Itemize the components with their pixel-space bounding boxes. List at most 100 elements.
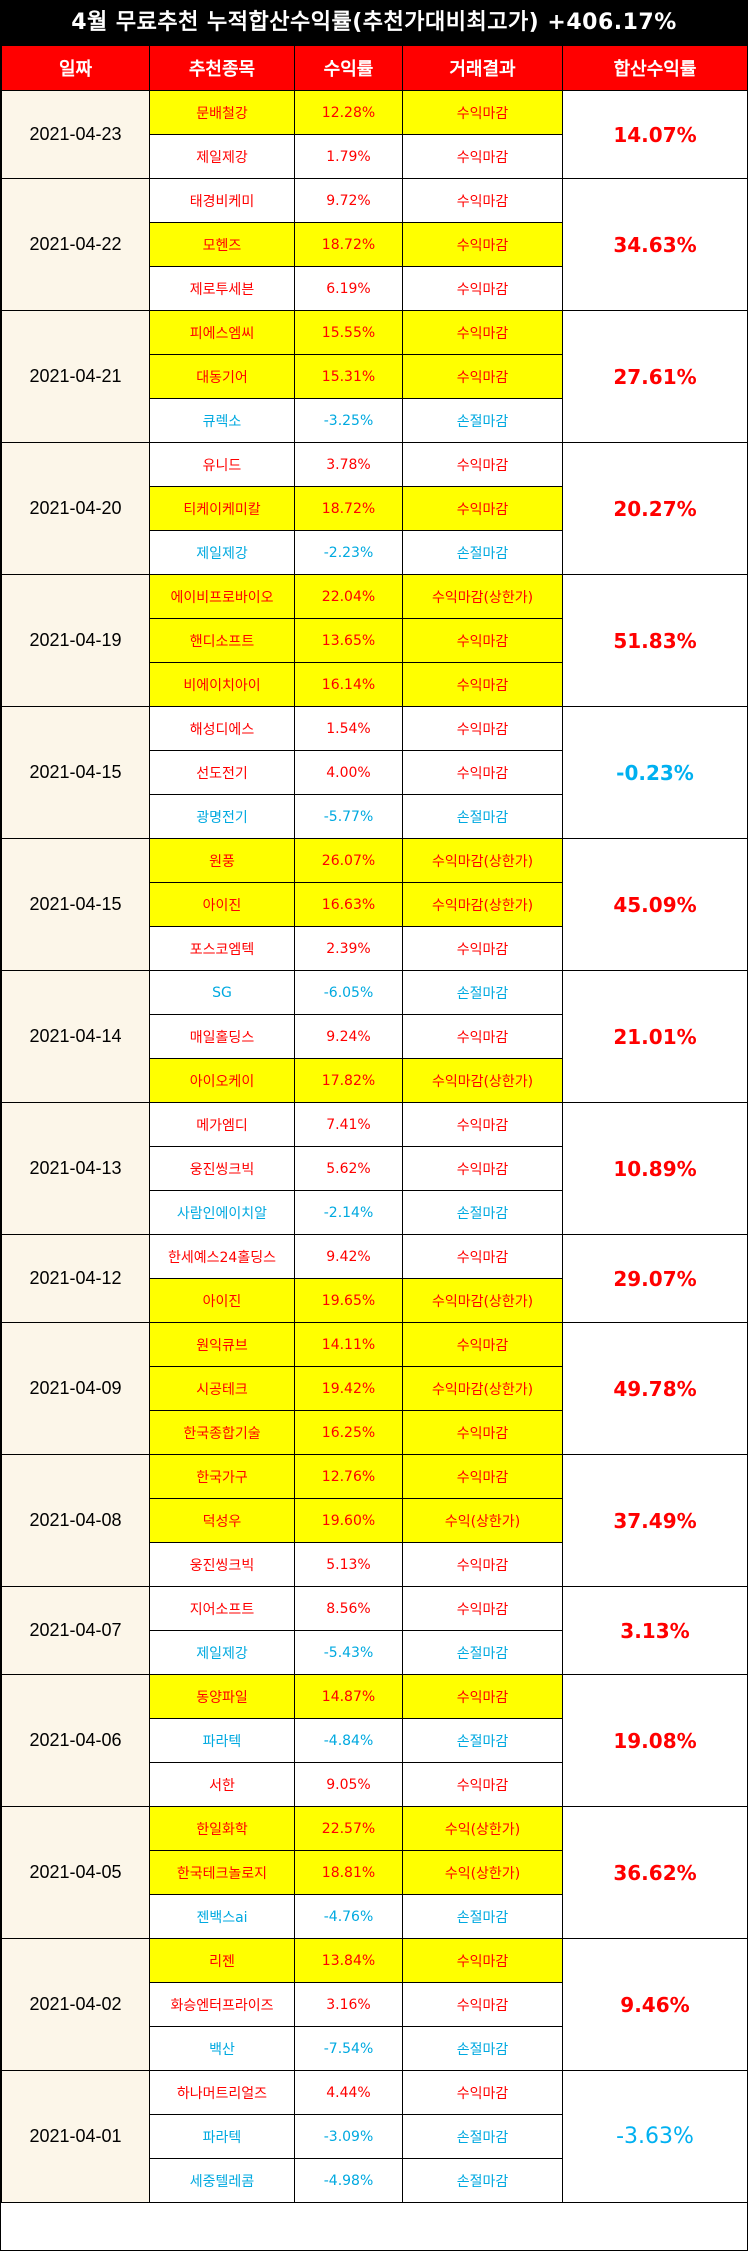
stock-name-cell: 리젠 — [149, 1938, 295, 1983]
return-cell: 15.55% — [294, 310, 403, 355]
return-cell: 6.19% — [294, 266, 403, 311]
result-cell: 수익마감 — [402, 1454, 563, 1499]
stock-name-cell: 시공테크 — [149, 1366, 295, 1411]
header-date: 일짜 — [1, 45, 150, 91]
table-row: 2021-04-23 문배철강 12.28% 수익마감 14.07% — [1, 90, 748, 179]
table-row: 2021-04-07 지어소프트 8.56% 수익마감 3.13% — [1, 1586, 748, 1675]
table-row: 파라텍 -4.84% 손절마감 — [2, 1718, 748, 1763]
result-cell: 수익마감 — [402, 1410, 563, 1455]
result-cell: 수익마감 — [402, 1234, 563, 1279]
stock-name-cell: 하나머트리얼즈 — [149, 2070, 295, 2115]
stock-name-cell: 파라텍 — [149, 1718, 295, 1763]
table-row: 세중텔레콤 -4.98% 손절마감 — [2, 2158, 748, 2203]
stock-name-cell: 서한 — [149, 1762, 295, 1807]
table-row: 2021-04-21 피에스엠씨 15.55% 수익마감 27.61% — [1, 310, 748, 443]
table-row: 2021-04-12 한세예스24홀딩스 9.42% 수익마감 29.07% — [1, 1234, 748, 1323]
stock-name-cell: 웅진씽크빅 — [149, 1542, 295, 1587]
table-row: 아이오케이 17.82% 수익마감(상한가) — [2, 1058, 748, 1103]
return-cell: -4.98% — [294, 2158, 403, 2203]
result-cell: 수익마감 — [402, 442, 563, 487]
result-cell: 수익마감 — [402, 1674, 563, 1719]
return-cell: 15.31% — [294, 354, 403, 399]
stock-name-cell: 모헨즈 — [149, 222, 295, 267]
stock-name-cell: 선도전기 — [149, 750, 295, 795]
stock-name-cell: 원익큐브 — [149, 1322, 295, 1367]
stock-name-cell: 세중텔레콤 — [149, 2158, 295, 2203]
stock-name-cell: 제일제강 — [149, 530, 295, 575]
date-cell: 2021-04-19 — [1, 574, 150, 707]
table-row: 2021-04-19 에이비프로바이오 22.04% 수익마감(상한가) 51.83% — [1, 574, 748, 707]
result-cell: 수익마감 — [402, 178, 563, 223]
return-cell: 16.14% — [294, 662, 403, 707]
date-cell: 2021-04-07 — [1, 1586, 150, 1675]
result-cell: 손절마감 — [402, 1190, 563, 1235]
stock-name-cell: 지어소프트 — [149, 1586, 295, 1631]
table-row: 2021-04-13 메가엠디 7.41% 수익마감 10.89% — [1, 1102, 748, 1235]
total-return-cell: 45.09% — [562, 838, 748, 971]
return-cell: 9.05% — [294, 1762, 403, 1807]
stock-name-cell: 에이비프로바이오 — [149, 574, 295, 619]
result-cell: 수익마감 — [402, 222, 563, 267]
result-cell: 손절마감 — [402, 2026, 563, 2071]
return-cell: 14.11% — [294, 1322, 403, 1367]
result-cell: 수익마감 — [402, 618, 563, 663]
return-cell: 9.72% — [294, 178, 403, 223]
total-return-cell: -0.23% — [562, 706, 748, 839]
return-cell: 2.39% — [294, 926, 403, 971]
return-cell: -2.23% — [294, 530, 403, 575]
result-cell: 수익마감(상한가) — [402, 1058, 563, 1103]
total-return-cell: 14.07% — [562, 90, 748, 179]
stock-name-cell: 유니드 — [149, 442, 295, 487]
stock-name-cell: 한세예스24홀딩스 — [149, 1234, 295, 1279]
table-row: 2021-04-02 리젠 13.84% 수익마감 9.46% — [1, 1938, 748, 2071]
return-cell: 18.72% — [294, 222, 403, 267]
table-row: 비에이치아이 16.14% 수익마감 — [2, 662, 748, 707]
date-cell: 2021-04-06 — [1, 1674, 150, 1807]
return-cell: 13.65% — [294, 618, 403, 663]
table-row: 큐렉소 -3.25% 손절마감 — [2, 398, 748, 443]
result-cell: 수익마감 — [402, 134, 563, 179]
return-cell: -3.25% — [294, 398, 403, 443]
table-row: 선도전기 4.00% 수익마감 — [2, 750, 748, 795]
table-row: 2021-04-09 원익큐브 14.11% 수익마감 49.78% — [1, 1322, 748, 1455]
header-row: 일짜 추천종목 수익률 거래결과 합산수익률 — [1, 45, 748, 91]
stock-name-cell: 메가엠디 — [149, 1102, 295, 1147]
total-return-cell: 34.63% — [562, 178, 748, 311]
result-cell: 수익마감(상한가) — [402, 882, 563, 927]
stock-name-cell: 제로투세븐 — [149, 266, 295, 311]
return-cell: -3.09% — [294, 2114, 403, 2159]
date-cell: 2021-04-15 — [1, 838, 150, 971]
result-cell: 수익마감(상한가) — [402, 574, 563, 619]
result-cell: 손절마감 — [402, 970, 563, 1015]
table-row: 파라텍 -3.09% 손절마감 — [2, 2114, 748, 2159]
total-return-cell: 51.83% — [562, 574, 748, 707]
stock-name-cell: 대동기어 — [149, 354, 295, 399]
result-cell: 수익마감 — [402, 926, 563, 971]
result-cell: 수익마감 — [402, 1014, 563, 1059]
stock-name-cell: SG — [149, 970, 295, 1015]
result-cell: 수익마감 — [402, 310, 563, 355]
stock-name-cell: 매일홀딩스 — [149, 1014, 295, 1059]
return-cell: -6.05% — [294, 970, 403, 1015]
result-cell: 수익마감 — [402, 486, 563, 531]
stock-name-cell: 한국종합기술 — [149, 1410, 295, 1455]
return-cell: -7.54% — [294, 2026, 403, 2071]
table-row: 사람인에이치알 -2.14% 손절마감 — [2, 1190, 748, 1235]
return-cell: -4.76% — [294, 1894, 403, 1939]
return-cell: 4.00% — [294, 750, 403, 795]
result-cell: 수익마감 — [402, 90, 563, 135]
result-cell: 수익마감 — [402, 1542, 563, 1587]
stock-name-cell: 포스코엠텍 — [149, 926, 295, 971]
date-cell: 2021-04-02 — [1, 1938, 150, 2071]
stock-name-cell: 젠백스ai — [149, 1894, 295, 1939]
result-cell: 수익마감 — [402, 1938, 563, 1983]
header-total: 합산수익률 — [562, 45, 748, 91]
return-cell: 12.28% — [294, 90, 403, 135]
table-row: 2021-04-15 해성디에스 1.54% 수익마감 -0.23% — [1, 706, 748, 839]
table-row: 2021-04-06 동양파일 14.87% 수익마감 19.08% — [1, 1674, 748, 1807]
stock-name-cell: 아이진 — [149, 1278, 295, 1323]
stock-name-cell: 아이오케이 — [149, 1058, 295, 1103]
return-cell: 1.79% — [294, 134, 403, 179]
return-cell: 3.78% — [294, 442, 403, 487]
